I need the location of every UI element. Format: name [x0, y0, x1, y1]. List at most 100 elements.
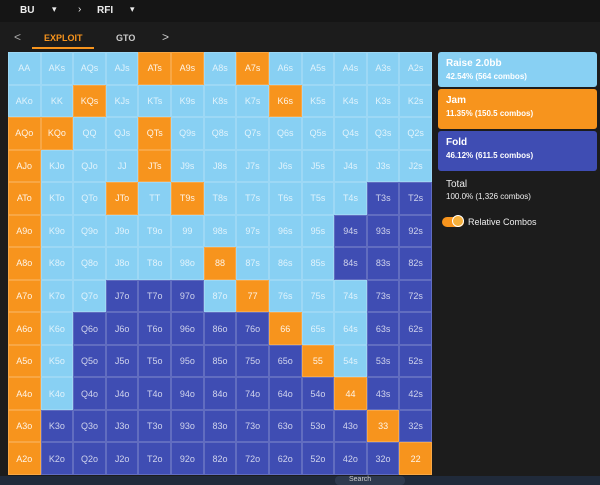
- hand-cell[interactable]: 95s: [301, 214, 335, 248]
- hand-cell[interactable]: 84s: [334, 247, 367, 280]
- hand-cell[interactable]: T9s: [171, 182, 204, 215]
- hand-cell[interactable]: Q5s: [301, 117, 335, 150]
- hand-cell[interactable]: T2o: [138, 442, 172, 475]
- hand-cell[interactable]: K9o: [40, 214, 74, 248]
- hand-cell[interactable]: J4s: [334, 149, 367, 183]
- hand-cell[interactable]: K8o: [40, 247, 74, 280]
- hand-cell[interactable]: TT: [138, 182, 172, 215]
- hand-cell[interactable]: T3s: [366, 182, 400, 215]
- tab-active[interactable]: EXPLOIT: [44, 33, 83, 43]
- hand-cell[interactable]: QJs: [105, 117, 139, 150]
- hand-cell[interactable]: Q3s: [366, 117, 400, 150]
- hand-cell[interactable]: K6s: [268, 84, 302, 118]
- hand-cell[interactable]: AKo: [8, 84, 41, 118]
- hand-cell[interactable]: T8o: [138, 247, 172, 280]
- hand-cell[interactable]: J3s: [366, 149, 400, 183]
- hand-cell[interactable]: 85o: [203, 344, 237, 378]
- hand-cell[interactable]: KQo: [40, 117, 74, 150]
- hand-cell[interactable]: J7o: [105, 279, 139, 313]
- tab-prev[interactable]: <: [14, 30, 22, 44]
- hand-cell[interactable]: A7s: [236, 52, 269, 85]
- hand-cell[interactable]: 54s: [334, 344, 367, 378]
- hand-cell[interactable]: 54o: [301, 377, 335, 410]
- hand-cell[interactable]: J8o: [105, 247, 139, 280]
- hand-cell[interactable]: 53s: [366, 344, 400, 378]
- hand-cell[interactable]: 42s: [399, 377, 432, 410]
- hand-cell[interactable]: 42o: [334, 442, 367, 475]
- hand-cell[interactable]: 72o: [236, 442, 269, 475]
- hand-cell[interactable]: 84o: [203, 377, 237, 410]
- hand-cell[interactable]: Q9s: [171, 117, 204, 150]
- hand-cell[interactable]: A8s: [203, 52, 237, 85]
- hand-cell[interactable]: K6o: [40, 312, 74, 345]
- hand-cell[interactable]: T6s: [268, 182, 302, 215]
- hand-cell[interactable]: K8s: [203, 84, 237, 118]
- hand-cell[interactable]: JJ: [105, 149, 139, 183]
- hand-cell[interactable]: J6o: [105, 312, 139, 345]
- hand-cell[interactable]: 92s: [399, 214, 432, 248]
- hand-cell[interactable]: J9s: [171, 149, 204, 183]
- hand-cell[interactable]: AJs: [105, 52, 139, 85]
- hand-cell[interactable]: A3o: [8, 409, 41, 443]
- hand-cell[interactable]: T5s: [301, 182, 335, 215]
- dropdown-arrow[interactable]: ▾: [52, 4, 57, 14]
- hand-cell[interactable]: 73s: [366, 279, 400, 313]
- hand-cell[interactable]: KJo: [40, 149, 74, 183]
- hand-cell[interactable]: 94o: [171, 377, 204, 410]
- hand-cell[interactable]: 96s: [268, 214, 302, 248]
- hand-cell[interactable]: Q6o: [73, 312, 106, 345]
- hand-cell[interactable]: 77: [236, 279, 269, 313]
- hand-cell[interactable]: A2o: [8, 442, 41, 475]
- hand-cell[interactable]: ATo: [8, 182, 41, 215]
- hand-cell[interactable]: 55: [301, 344, 335, 378]
- hand-cell[interactable]: AQo: [8, 117, 41, 150]
- hand-cell[interactable]: K2s: [399, 84, 432, 118]
- hand-cell[interactable]: 92o: [171, 442, 204, 475]
- hand-cell[interactable]: K3s: [366, 84, 400, 118]
- hand-cell[interactable]: J2o: [105, 442, 139, 475]
- hand-cell[interactable]: QTo: [73, 182, 106, 215]
- hand-cell[interactable]: T4s: [334, 182, 367, 215]
- hand-cell[interactable]: Q7o: [73, 279, 106, 313]
- hand-cell[interactable]: T4o: [138, 377, 172, 410]
- hand-cell[interactable]: 76o: [236, 312, 269, 345]
- hand-cell[interactable]: A5o: [8, 344, 41, 378]
- hand-cell[interactable]: 53o: [301, 409, 335, 443]
- hand-cell[interactable]: Q7s: [236, 117, 269, 150]
- hand-cell[interactable]: 43o: [334, 409, 367, 443]
- hand-cell[interactable]: 82o: [203, 442, 237, 475]
- hand-cell[interactable]: JTs: [138, 149, 172, 183]
- hand-cell[interactable]: 98o: [171, 247, 204, 280]
- hand-cell[interactable]: J7s: [236, 149, 269, 183]
- hand-cell[interactable]: 86s: [268, 247, 302, 280]
- hand-cell[interactable]: 93o: [171, 409, 204, 443]
- hand-cell[interactable]: K4o: [40, 377, 74, 410]
- hand-cell[interactable]: Q9o: [73, 214, 106, 248]
- hand-cell[interactable]: 73o: [236, 409, 269, 443]
- hand-cell[interactable]: 64s: [334, 312, 367, 345]
- hand-cell[interactable]: K7o: [40, 279, 74, 313]
- hand-cell[interactable]: 64o: [268, 377, 302, 410]
- hand-cell[interactable]: 52s: [399, 344, 432, 378]
- hand-cell[interactable]: K4s: [334, 84, 367, 118]
- hand-cell[interactable]: 76s: [268, 279, 302, 313]
- hand-cell[interactable]: Q2o: [73, 442, 106, 475]
- hand-cell[interactable]: KTs: [138, 84, 172, 118]
- hand-cell[interactable]: 32s: [399, 409, 432, 443]
- hand-cell[interactable]: 83s: [366, 247, 400, 280]
- hand-cell[interactable]: 72s: [399, 279, 432, 313]
- hand-cell[interactable]: K3o: [40, 409, 74, 443]
- hand-cell[interactable]: KQs: [73, 84, 106, 118]
- hand-cell[interactable]: 44: [334, 377, 367, 410]
- hand-cell[interactable]: J5s: [301, 149, 335, 183]
- hand-cell[interactable]: 86o: [203, 312, 237, 345]
- hand-cell[interactable]: JTo: [105, 182, 139, 215]
- taskbar-search[interactable]: Search: [335, 476, 405, 485]
- hand-cell[interactable]: Q6s: [268, 117, 302, 150]
- hand-cell[interactable]: Q8s: [203, 117, 237, 150]
- hand-cell[interactable]: A6s: [268, 52, 302, 85]
- hand-cell[interactable]: 52o: [301, 442, 335, 475]
- hand-cell[interactable]: KTo: [40, 182, 74, 215]
- hand-cell[interactable]: 63o: [268, 409, 302, 443]
- hand-cell[interactable]: J9o: [105, 214, 139, 248]
